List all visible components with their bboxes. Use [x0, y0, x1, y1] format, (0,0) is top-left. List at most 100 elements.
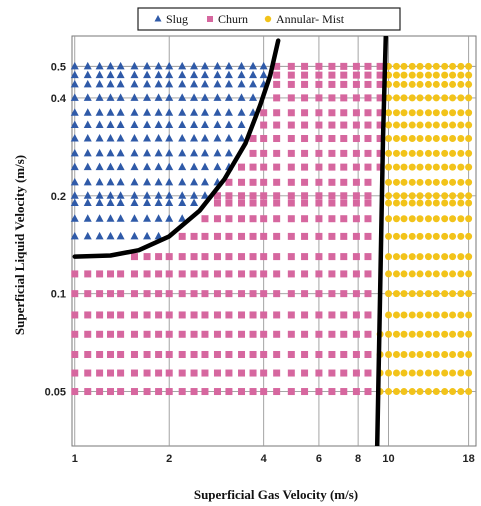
- slug-point: [106, 177, 115, 186]
- churn-point: [178, 369, 186, 377]
- churn-point: [328, 109, 336, 117]
- slug-point: [224, 134, 233, 142]
- annular-mist-point: [449, 71, 457, 79]
- annular-mist-point: [441, 163, 449, 171]
- y-tick-label: 0.4: [51, 93, 67, 105]
- churn-point: [107, 270, 115, 278]
- churn-point: [301, 199, 309, 207]
- slug-point: [213, 120, 222, 129]
- annular-mist-point: [400, 163, 408, 171]
- slug-point: [190, 93, 199, 101]
- annular-mist-point: [416, 94, 424, 102]
- annular-mist-point: [416, 215, 424, 223]
- churn-point: [249, 311, 257, 319]
- x-tick-label: 2: [166, 453, 172, 465]
- slug-point: [83, 214, 92, 222]
- churn-point: [238, 215, 246, 223]
- churn-point: [301, 215, 309, 223]
- annular-mist-point: [441, 290, 449, 298]
- annular-mist-point: [441, 253, 449, 261]
- annular-mist-point: [408, 192, 416, 200]
- annular-mist-point: [432, 232, 440, 240]
- slug-point: [70, 61, 79, 70]
- churn-point: [130, 388, 138, 396]
- churn-point: [364, 192, 372, 200]
- annular-mist-point: [432, 199, 440, 207]
- slug-point: [237, 61, 246, 70]
- annular-mist-point: [457, 253, 465, 261]
- churn-point: [352, 388, 360, 396]
- churn-point: [315, 62, 323, 70]
- churn-point: [249, 199, 257, 207]
- churn-point: [213, 388, 221, 396]
- slug-point: [70, 108, 79, 116]
- churn-point: [143, 311, 151, 319]
- annular-mist-point: [416, 232, 424, 240]
- annular-mist-point: [392, 290, 400, 298]
- annular-mist-point: [457, 192, 465, 200]
- churn-point: [190, 350, 198, 358]
- slug-point: [178, 148, 187, 157]
- slug-point: [116, 148, 125, 157]
- annular-mist-point: [457, 350, 465, 358]
- slug-point: [130, 93, 139, 101]
- annular-mist-point: [424, 178, 432, 186]
- slug-point: [143, 61, 152, 70]
- churn-point: [364, 270, 372, 278]
- churn-point: [178, 253, 186, 261]
- churn-point: [190, 290, 198, 298]
- churn-point: [352, 149, 360, 157]
- churn-point: [364, 135, 372, 143]
- slug-point: [224, 148, 233, 157]
- slug-point: [190, 61, 199, 70]
- churn-point: [340, 350, 348, 358]
- churn-point: [201, 253, 209, 261]
- annular-mist-point: [392, 80, 400, 88]
- annular-mist-point: [408, 71, 416, 79]
- annular-mist-point: [441, 71, 449, 79]
- annular-mist-point: [416, 350, 424, 358]
- slug-point: [83, 93, 92, 101]
- slug-point: [249, 93, 258, 101]
- slug-point: [83, 79, 92, 88]
- churn-point: [287, 121, 295, 129]
- annular-mist-point: [385, 215, 393, 223]
- churn-point: [301, 163, 309, 171]
- churn-point: [107, 311, 115, 319]
- churn-point: [301, 369, 309, 377]
- annular-mist-point: [400, 311, 408, 319]
- annular-mist-point: [424, 290, 432, 298]
- churn-point: [273, 253, 281, 261]
- slug-churn-boundary: [72, 38, 281, 259]
- annular-mist-point: [400, 121, 408, 129]
- slug-point: [106, 214, 115, 222]
- churn-point: [165, 350, 173, 358]
- churn-point: [260, 232, 268, 240]
- annular-mist-point: [432, 135, 440, 143]
- churn-point: [165, 369, 173, 377]
- slug-point: [154, 134, 163, 142]
- churn-point: [201, 369, 209, 377]
- churn-point: [364, 290, 372, 298]
- slug-point: [190, 70, 199, 79]
- churn-point: [328, 163, 336, 171]
- churn-point: [260, 109, 268, 117]
- annular-mist-point: [465, 163, 473, 171]
- y-tick-label: 0.2: [51, 191, 66, 203]
- annular-mist-point: [416, 109, 424, 117]
- annular-mist-point: [457, 149, 465, 157]
- annular-mist-point: [416, 270, 424, 278]
- slug-point: [200, 177, 209, 186]
- slug-point: [106, 231, 115, 240]
- annular-mist-point: [408, 163, 416, 171]
- churn-point: [315, 350, 323, 358]
- churn-point: [260, 121, 268, 129]
- annular-mist-point: [400, 330, 408, 338]
- churn-point: [352, 369, 360, 377]
- slug-point: [116, 177, 125, 186]
- slug-point: [95, 198, 104, 207]
- annular-mist-point: [449, 253, 457, 261]
- churn-point: [213, 270, 221, 278]
- annular-mist-point: [449, 330, 457, 338]
